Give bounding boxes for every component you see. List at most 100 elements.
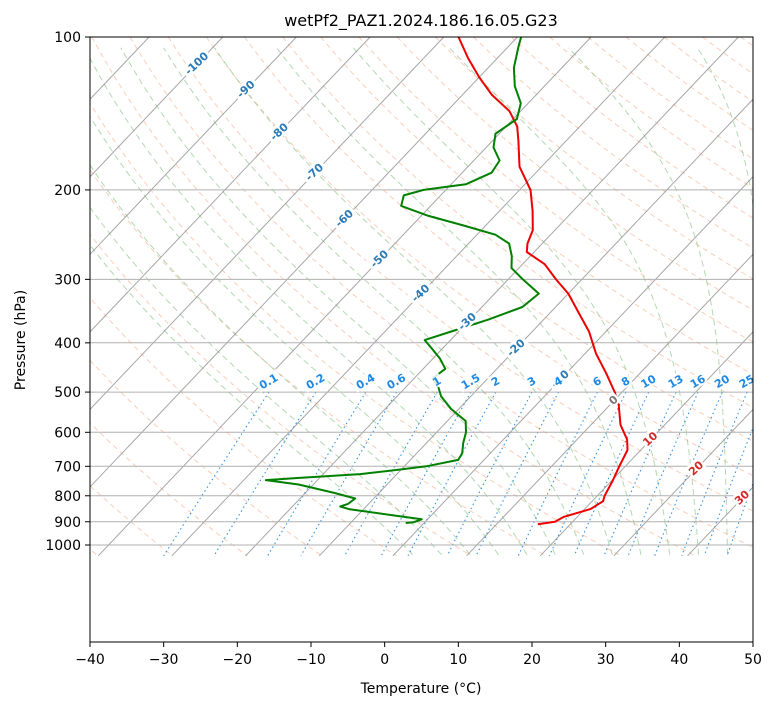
moist-adiabat [214,47,613,555]
x-tick-label: −40 [75,652,105,668]
dry-adiabat [244,37,753,442]
chart-title: wetPf2_PAZ1.2024.186.16.05.G23 [284,11,558,31]
dry-adiabat-label-bg [406,279,434,306]
y-tick-label: 400 [54,336,81,352]
moist-adiabat [352,47,671,555]
moist-adiabat [568,47,728,555]
x-tick-label: 30 [597,652,615,668]
mixing-ratio-line [267,391,367,557]
y-tick-label: 300 [54,272,81,288]
mixing-ratio-line [163,391,270,557]
dry-adiabat [434,37,753,280]
dry-adiabat-label-bg [265,117,293,145]
dry-adiabat [90,102,621,557]
x-tick-label: −10 [296,652,326,668]
mixing-ratio-label-group: 2 [487,372,504,390]
mixing-ratio-label-group: 4 [549,372,566,390]
moist-adiabat-label-bg [684,456,707,479]
dry-adiabat-label-bg [501,333,529,361]
dry-adiabat-label-bg [365,245,393,272]
dry-adiabat [396,37,753,311]
isotherm-line [539,331,753,557]
x-axis-title: Temperature (°C) [360,681,482,697]
isotherm-line [392,176,753,557]
mixing-ratio-label-bg [588,372,605,390]
y-tick-label: 800 [54,489,81,505]
mixing-ratio-label-bg [549,372,566,390]
mixing-ratio-label-bg [300,368,330,393]
mixing-ratio-label-bg [664,370,687,391]
mixing-ratio-line [446,391,533,557]
y-tick-label: 100 [54,30,81,46]
mixing-ratio-label-bg [350,368,380,393]
y-axis-title: Pressure (hPa) [13,290,29,390]
y-tick-label: 1000 [45,538,81,554]
mixing-ratio-label-group: 1 [428,372,445,390]
mixing-ratio-label-bg [636,370,659,391]
moist-adiabat-label-bg [638,427,661,450]
x-tick-label: 0 [380,652,389,668]
y-tick-label: 900 [54,515,81,531]
dry-adiabat-label-bg [330,204,358,231]
mixing-ratio-label-bg [487,372,504,390]
mixing-ratio-label-bg [381,368,410,393]
mixing-ratio-line [517,391,598,557]
mixing-ratio-label-bg [686,370,709,391]
mixing-ratio-label-bg [710,370,733,391]
dry-adiabat [129,37,753,548]
dry-adiabat [320,37,753,375]
x-tick-label: 50 [744,652,762,668]
mixing-ratio-line [548,391,627,557]
mixing-ratio-label-bg [735,370,758,391]
x-tick-label: −30 [149,652,179,668]
mixing-ratio-label-group: 8 [617,372,634,390]
isotherm-line [90,37,297,256]
mixing-ratio-label-group: 6 [588,372,605,390]
series-layer [264,37,629,526]
isotherm-line [90,37,518,488]
mixing-ratio-label-group: 3 [523,372,540,390]
isotherm-line [466,253,753,557]
x-tick-label: 10 [449,652,467,668]
moist-adiabat-label-bg [604,391,622,409]
mixing-ratio-line [603,391,677,557]
moist-adiabat [163,47,585,555]
isotherm-line [245,37,739,557]
y-tick-label: 700 [54,459,81,475]
y-tick-label: 200 [54,183,81,199]
dry-adiabat-label-bg [453,307,481,335]
x-tick-label: −20 [223,652,253,668]
moist-adiabat [90,115,499,555]
dry-adiabat [549,37,753,189]
plot-frame [89,36,754,643]
dry-adiabat [90,168,547,557]
isotherm-line [90,37,445,411]
axes-layer: −40 −30 −20 −10 0 10 20 30 40 5010020030040050060… [45,30,762,668]
moist-adiabat [448,47,700,555]
dry-adiabat [90,233,472,557]
mixing-ratio-label-bg [428,372,445,390]
mixing-ratio-label-bg [456,368,485,393]
dry-adiabat [358,37,753,343]
mixing-ratio-label-bg [617,372,634,390]
dry-adiabat-label-bg [231,75,259,102]
dry-adiabat [625,37,753,131]
x-tick-label: 20 [523,652,541,668]
moist-adiabat-label-group: 0 [604,391,622,409]
dry-adiabat [91,37,696,557]
temperature-profile-line [457,37,629,526]
y-tick-label: 500 [54,385,81,401]
mixing-ratio-line [573,391,650,557]
moist-adiabat [90,57,528,555]
moist-adiabat [90,244,414,556]
x-tick-label: 40 [670,652,688,668]
moist-adiabat [90,164,471,556]
dry-adiabat [205,37,753,477]
y-tick-label: 600 [54,425,81,441]
moist-adiabat [120,47,556,555]
mixing-ratio-label-bg [523,372,540,390]
isotherm-line [90,37,224,178]
plot-area [90,37,753,642]
dry-adiabat-label-bg [300,158,328,185]
